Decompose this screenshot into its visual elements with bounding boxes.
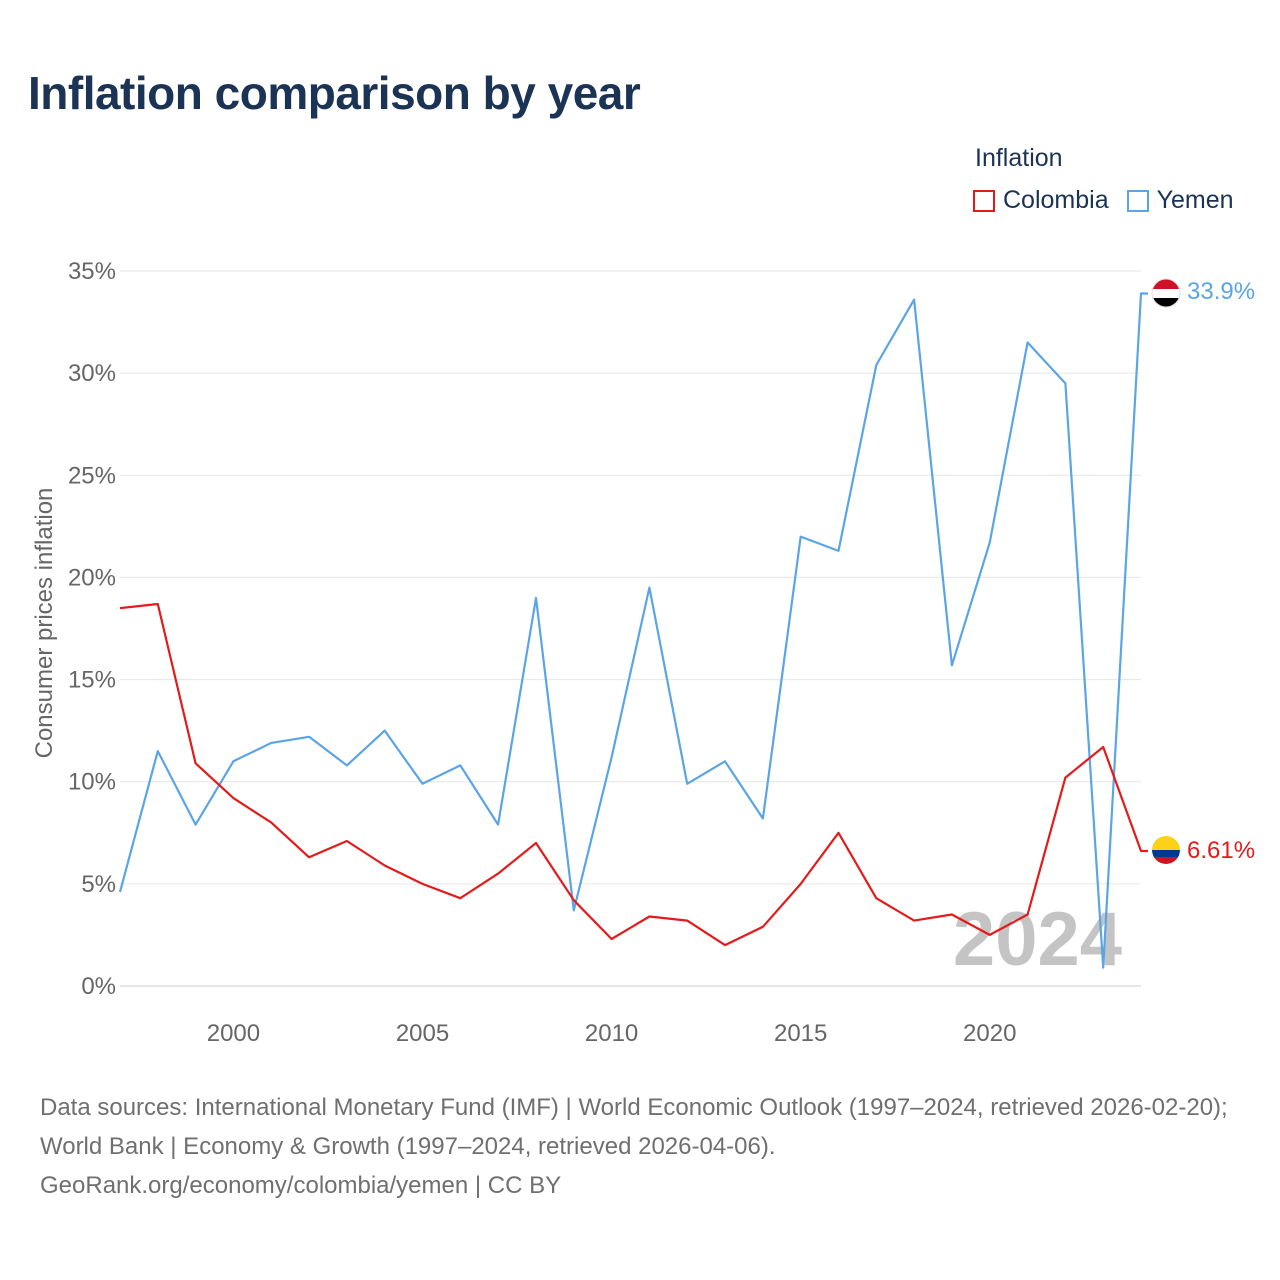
legend-label-yemen: Yemen <box>1156 186 1234 214</box>
end-value-label-colombia: 6.61% <box>1187 837 1255 864</box>
y-tick-label: 15% <box>68 667 116 694</box>
y-tick-label: 25% <box>68 462 116 489</box>
x-tick-label: 2015 <box>774 1020 827 1047</box>
y-tick-label: 5% <box>81 871 116 898</box>
colombia-flag-icon <box>1152 836 1180 864</box>
year-watermark: 2024 <box>953 897 1122 982</box>
y-tick-label: 20% <box>68 564 116 591</box>
x-tick-label: 2005 <box>396 1020 449 1047</box>
y-axis-label: Consumer prices inflation <box>31 488 58 759</box>
y-tick-label: 10% <box>68 769 116 796</box>
data-sources: Data sources: International Monetary Fun… <box>40 1094 1228 1160</box>
legend-item-colombia[interactable]: Colombia <box>973 186 1109 215</box>
legend-swatch-yemen <box>1126 189 1149 212</box>
end-value-label-yemen: 33.9% <box>1187 278 1255 305</box>
y-tick-label: 35% <box>68 258 116 285</box>
legend: Colombia Yemen <box>973 186 1252 215</box>
x-tick-label: 2010 <box>585 1020 638 1047</box>
series-line-yemen[interactable] <box>118 292 1148 969</box>
credit-link[interactable]: GeoRank.org/economy/colombia/yemen | CC … <box>40 1172 562 1199</box>
x-tick-label: 2000 <box>207 1020 260 1047</box>
legend-item-yemen[interactable]: Yemen <box>1126 186 1234 215</box>
chart-title: Inflation comparison by year <box>28 67 641 119</box>
legend-title: Inflation <box>975 144 1063 172</box>
x-tick-label: 2020 <box>963 1020 1016 1047</box>
line-chart: 0% 5% 10% 15% 20% 25% 30% 35% 2000 2005 2010 2015 2… <box>31 258 1255 1047</box>
footer: Data sources: International Monetary Fun… <box>40 1088 1250 1205</box>
series-line-colombia[interactable] <box>119 602 1148 947</box>
y-tick-label: 30% <box>68 360 116 387</box>
yemen-flag-icon <box>1152 279 1180 307</box>
legend-label-colombia: Colombia <box>1003 186 1109 214</box>
legend-swatch-colombia <box>973 189 995 212</box>
y-tick-label: 0% <box>81 973 116 1000</box>
